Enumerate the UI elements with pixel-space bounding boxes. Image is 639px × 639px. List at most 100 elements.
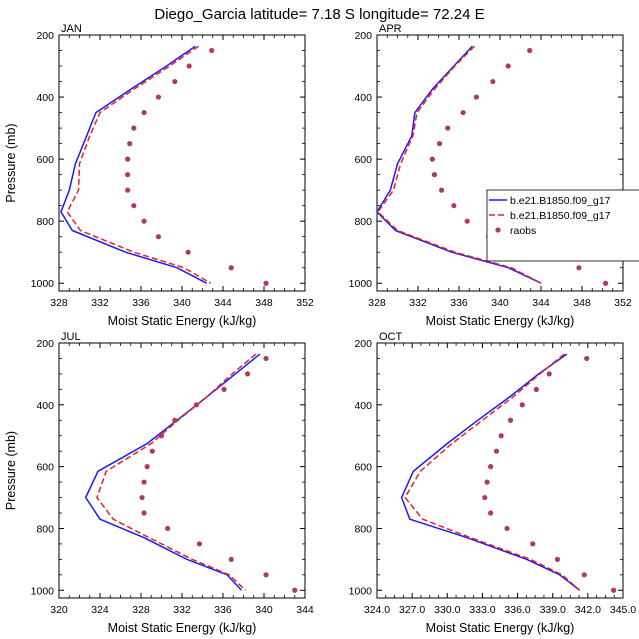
raobs-point <box>141 479 147 485</box>
x-tick-label: 345.0 <box>610 604 636 616</box>
legend-label: b.e21.B1850.f09_g17 <box>510 210 611 222</box>
raobs-point <box>445 125 451 131</box>
x-tick-label: 336 <box>214 604 232 616</box>
raobs-point <box>263 572 269 578</box>
plot-frame <box>58 342 306 599</box>
raobs-point <box>155 94 162 100</box>
raobs-point <box>498 433 504 439</box>
raobs-point <box>504 525 510 532</box>
raobs-point <box>519 402 525 408</box>
y-tick-label: 800 <box>36 523 54 535</box>
panel-title: JAN <box>61 23 82 35</box>
raobs-point <box>438 187 445 193</box>
y-tick-label: 600 <box>36 154 54 166</box>
legend-label: b.e21.B1850.f09_g17 <box>510 195 611 207</box>
x-tick-label: 348 <box>573 297 591 309</box>
x-tick-label: 332 <box>91 297 109 309</box>
x-tick-label: 328 <box>50 297 68 309</box>
raobs-point <box>228 556 234 562</box>
x-axis-title: Moist Static Energy (kJ/kg) <box>426 314 575 328</box>
x-tick-label: 340 <box>255 604 273 616</box>
y-tick-label: 200 <box>354 30 372 42</box>
x-tick-label: 352 <box>296 297 314 309</box>
raobs-point <box>155 234 162 240</box>
x-tick-label: 327.0 <box>399 604 425 616</box>
y-axis-title: Pressure (mb) <box>4 123 18 202</box>
raobs-point <box>527 47 533 54</box>
raobs-point <box>505 63 511 69</box>
raobs-point <box>125 172 131 178</box>
x-axis-title: Moist Static Energy (kJ/kg) <box>108 314 257 328</box>
panel-title: APR <box>379 23 402 35</box>
raobs-point <box>602 280 609 286</box>
y-axis-title: Pressure (mb) <box>4 431 18 510</box>
x-tick-label: 336.0 <box>504 604 530 616</box>
raobs-point <box>185 249 191 255</box>
raobs-point <box>554 556 561 562</box>
x-axis-title: Moist Static Energy (kJ/kg) <box>108 621 257 635</box>
figure-title: Diego_Garcia latitude= 7.18 S longitude=… <box>154 6 484 23</box>
raobs-point <box>436 141 443 147</box>
plot-frame <box>58 34 306 292</box>
raobs-point <box>576 265 582 271</box>
model-solid-line <box>60 45 207 284</box>
raobs-point <box>611 587 617 593</box>
panel-title: OCT <box>379 331 403 343</box>
raobs-point <box>451 203 457 209</box>
raobs-point <box>139 494 145 501</box>
y-tick-label: 1000 <box>349 278 373 290</box>
model-dashed-line <box>66 45 212 284</box>
y-tick-label: 200 <box>36 30 54 42</box>
x-tick-label: 340 <box>173 297 191 309</box>
raobs-point <box>292 587 298 593</box>
x-tick-label: 348 <box>255 297 273 309</box>
x-tick-label: 344 <box>214 297 232 309</box>
y-tick-label: 800 <box>36 216 54 228</box>
raobs-point <box>221 386 227 392</box>
raobs-point <box>131 203 137 209</box>
raobs-point <box>488 464 494 470</box>
x-tick-label: 324.0 <box>364 604 390 616</box>
raobs-point <box>581 572 587 578</box>
raobs-point <box>493 448 500 454</box>
raobs-point <box>464 218 470 224</box>
panel-oct: OCT 324.0 327.0 330.0 333.0 336.0 339.0 342.0 34… <box>349 331 637 635</box>
x-tick-label: 333.0 <box>469 604 495 616</box>
raobs-point <box>141 218 147 224</box>
x-tick-label: 352 <box>614 297 632 309</box>
y-tick-label: 400 <box>354 400 372 412</box>
y-tick-label: 400 <box>354 92 372 104</box>
raobs-point <box>488 510 494 516</box>
x-tick-label: 344 <box>296 604 314 616</box>
x-tick-label: 328 <box>368 297 386 309</box>
model-dashed-line <box>404 353 581 591</box>
raobs-point <box>149 448 155 454</box>
raobs-point <box>186 63 192 69</box>
model-dashed-line <box>96 353 257 591</box>
raobs-point <box>546 371 552 377</box>
legend-label: raobs <box>510 225 536 237</box>
panel-jan: JAN 328 332 336 340 344 348 352 200 400 600 800 1000… <box>4 23 314 328</box>
model-solid-line <box>84 353 261 591</box>
panel-jul: JUL 320 324 328 332 336 340 344 200 400 600 800 1000… <box>4 331 314 635</box>
x-tick-label: 324 <box>91 604 109 616</box>
raobs-point <box>209 47 215 54</box>
x-tick-label: 332 <box>173 604 191 616</box>
raobs-point <box>263 355 269 362</box>
x-tick-label: 320 <box>50 604 68 616</box>
raobs-point <box>144 464 150 470</box>
y-tick-label: 400 <box>36 400 54 412</box>
raobs-point <box>165 525 171 532</box>
raobs-point <box>460 109 466 116</box>
y-tick-label: 400 <box>36 92 54 104</box>
raobs-point <box>193 402 199 408</box>
panel-title: JUL <box>61 331 81 343</box>
y-tick-label: 600 <box>354 462 372 474</box>
raobs-point <box>125 187 131 193</box>
x-tick-label: 336 <box>450 297 468 309</box>
x-tick-label: 342.0 <box>575 604 601 616</box>
raobs-point <box>158 433 165 439</box>
raobs-point <box>131 125 137 131</box>
x-tick-label: 340 <box>491 297 509 309</box>
x-tick-label: 328 <box>132 604 150 616</box>
